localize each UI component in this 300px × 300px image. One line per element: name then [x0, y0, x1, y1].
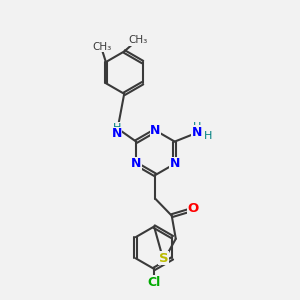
Text: N: N [111, 128, 122, 140]
Text: CH₃: CH₃ [92, 42, 112, 52]
Text: O: O [188, 202, 199, 215]
Text: N: N [169, 157, 180, 170]
Text: N: N [150, 124, 161, 137]
Text: S: S [159, 252, 169, 265]
Text: N: N [192, 126, 202, 139]
Text: H: H [193, 122, 201, 132]
Text: H: H [112, 123, 121, 133]
Text: N: N [131, 157, 141, 170]
Text: Cl: Cl [147, 276, 161, 289]
Text: CH₃: CH₃ [129, 35, 148, 45]
Text: H: H [204, 131, 212, 141]
